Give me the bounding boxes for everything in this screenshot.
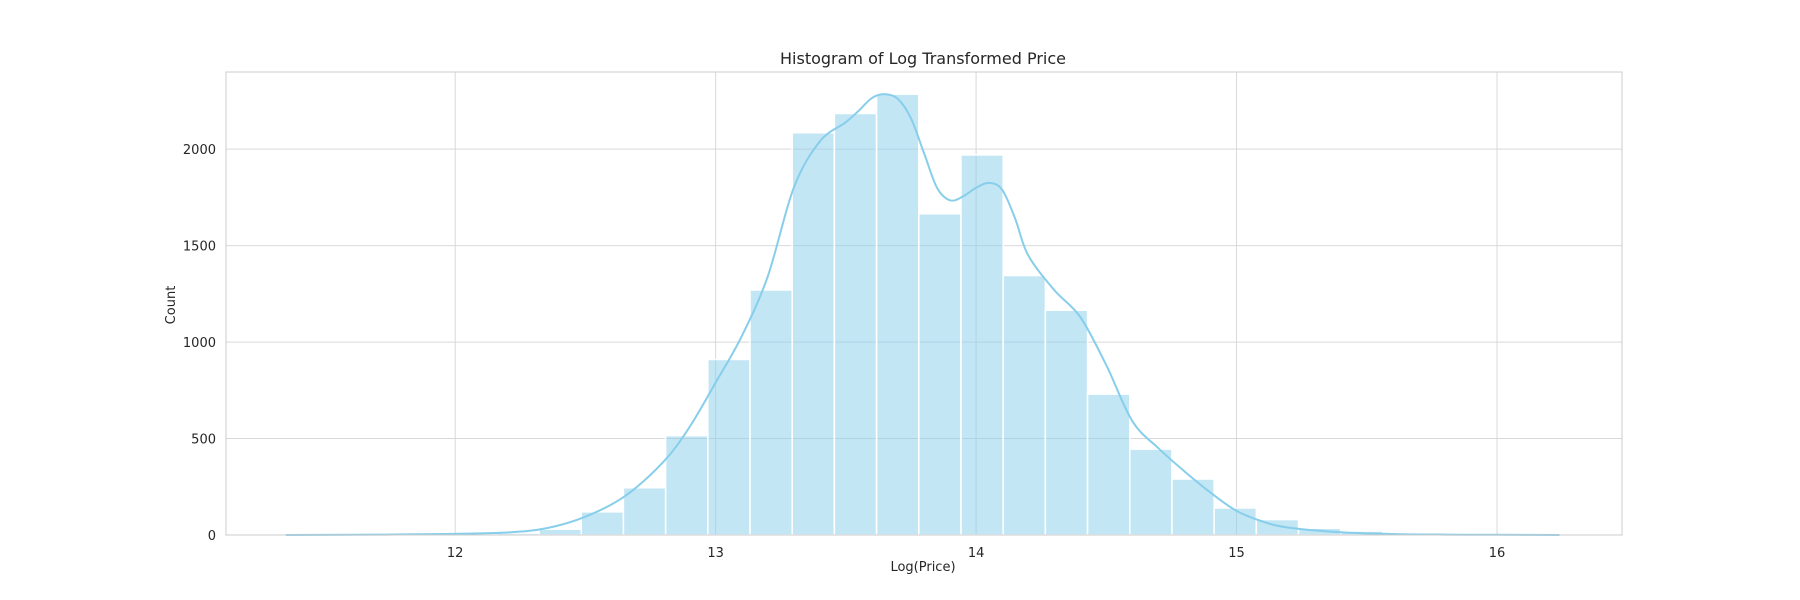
axis-ticks: 12 13 14 15 16 0 500 1000 1500 2000 bbox=[183, 143, 1505, 561]
histogram-bar bbox=[622, 486, 667, 536]
histogram-bar bbox=[791, 132, 836, 536]
y-tick-label: 1500 bbox=[183, 240, 216, 255]
histogram-bars bbox=[285, 93, 1553, 536]
x-tick-label: 15 bbox=[1228, 546, 1245, 561]
histogram-bar bbox=[875, 93, 920, 536]
histogram-bar bbox=[833, 112, 878, 536]
histogram-bar bbox=[918, 213, 962, 536]
histogram-bar bbox=[1171, 478, 1215, 536]
histogram-bar bbox=[960, 154, 1004, 536]
y-tick-label: 500 bbox=[191, 433, 216, 448]
plot-area-frame bbox=[225, 71, 1623, 536]
histogram-bar bbox=[707, 358, 751, 536]
y-tick-label: 1000 bbox=[183, 336, 216, 351]
histogram-bar bbox=[1213, 507, 1258, 536]
x-axis-label: Log(Price) bbox=[890, 560, 955, 575]
y-tick-label: 2000 bbox=[183, 143, 216, 158]
kde-curve bbox=[285, 93, 1560, 536]
y-axis-label: Count bbox=[164, 286, 179, 325]
histogram-bar bbox=[1086, 393, 1131, 536]
chart-title: Histogram of Log Transformed Price bbox=[780, 49, 1066, 68]
x-tick-label: 12 bbox=[447, 546, 464, 561]
histogram-bar bbox=[1044, 309, 1089, 536]
histogram-bar bbox=[1129, 448, 1173, 536]
x-tick-label: 14 bbox=[968, 546, 985, 561]
histogram-bar bbox=[1002, 274, 1047, 536]
x-tick-label: 16 bbox=[1489, 546, 1506, 561]
x-tick-label: 13 bbox=[707, 546, 724, 561]
histogram-bar bbox=[749, 289, 793, 536]
kde-curve-layer bbox=[285, 93, 1560, 536]
histogram-bar bbox=[538, 528, 583, 536]
y-tick-label: 0 bbox=[208, 529, 216, 544]
